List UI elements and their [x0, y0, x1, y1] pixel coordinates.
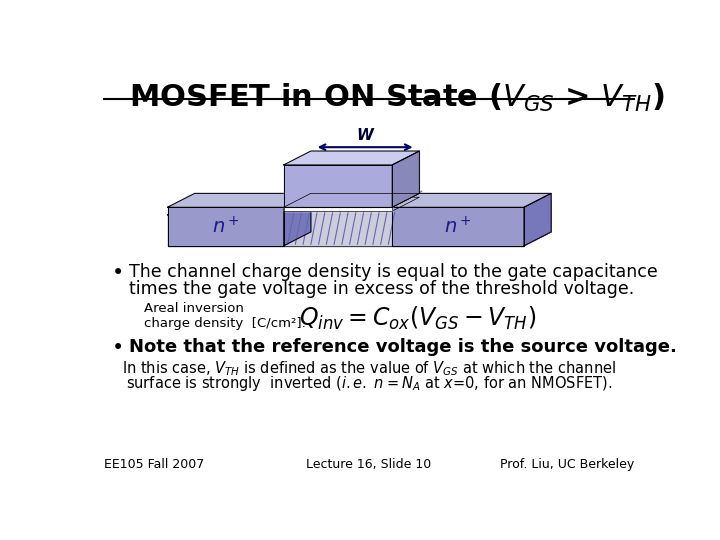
Polygon shape	[168, 201, 551, 215]
Text: $n^+$: $n^+$	[444, 216, 472, 237]
Text: EE105 Fall 2007: EE105 Fall 2007	[104, 458, 204, 471]
Polygon shape	[392, 207, 524, 246]
Text: MOSFET in ON State ($V_{GS}$ > $V_{TH}$): MOSFET in ON State ($V_{GS}$ > $V_{TH}$)	[129, 82, 665, 114]
Polygon shape	[284, 207, 392, 211]
Polygon shape	[284, 211, 392, 246]
Polygon shape	[284, 193, 311, 246]
Polygon shape	[284, 193, 419, 207]
Text: •: •	[112, 338, 124, 358]
Polygon shape	[392, 151, 419, 207]
Polygon shape	[284, 165, 392, 207]
Text: $n^+$: $n^+$	[212, 216, 240, 237]
Polygon shape	[392, 193, 551, 207]
Text: Areal inversion
charge density  [C/cm²]:: Areal inversion charge density [C/cm²]:	[144, 302, 306, 330]
Polygon shape	[524, 201, 551, 246]
Text: Lecture 16, Slide 10: Lecture 16, Slide 10	[307, 458, 431, 471]
Text: •: •	[112, 264, 124, 284]
Text: $Q_{inv} = C_{ox}(V_{GS}-V_{TH})$: $Q_{inv} = C_{ox}(V_{GS}-V_{TH})$	[300, 305, 536, 332]
Text: W: W	[356, 127, 374, 143]
Text: times the gate voltage in excess of the threshold voltage.: times the gate voltage in excess of the …	[129, 280, 634, 299]
Polygon shape	[284, 197, 419, 211]
Polygon shape	[168, 215, 524, 246]
Text: Note that the reference voltage is the source voltage.: Note that the reference voltage is the s…	[129, 338, 677, 356]
Text: Prof. Liu, UC Berkeley: Prof. Liu, UC Berkeley	[500, 458, 634, 471]
Polygon shape	[524, 193, 551, 246]
Text: In this case, $V_{TH}$ is defined as the value of $V_{GS}$ at which the channel: In this case, $V_{TH}$ is defined as the…	[122, 360, 616, 379]
Polygon shape	[284, 151, 419, 165]
Polygon shape	[168, 207, 284, 246]
Text: surface is strongly  inverted ($i.e.$ $n = N_A$ at $x$=0, for an NMOSFET).: surface is strongly inverted ($i.e.$ $n …	[126, 374, 612, 393]
Polygon shape	[168, 193, 311, 207]
Text: The channel charge density is equal to the gate capacitance: The channel charge density is equal to t…	[129, 264, 657, 281]
